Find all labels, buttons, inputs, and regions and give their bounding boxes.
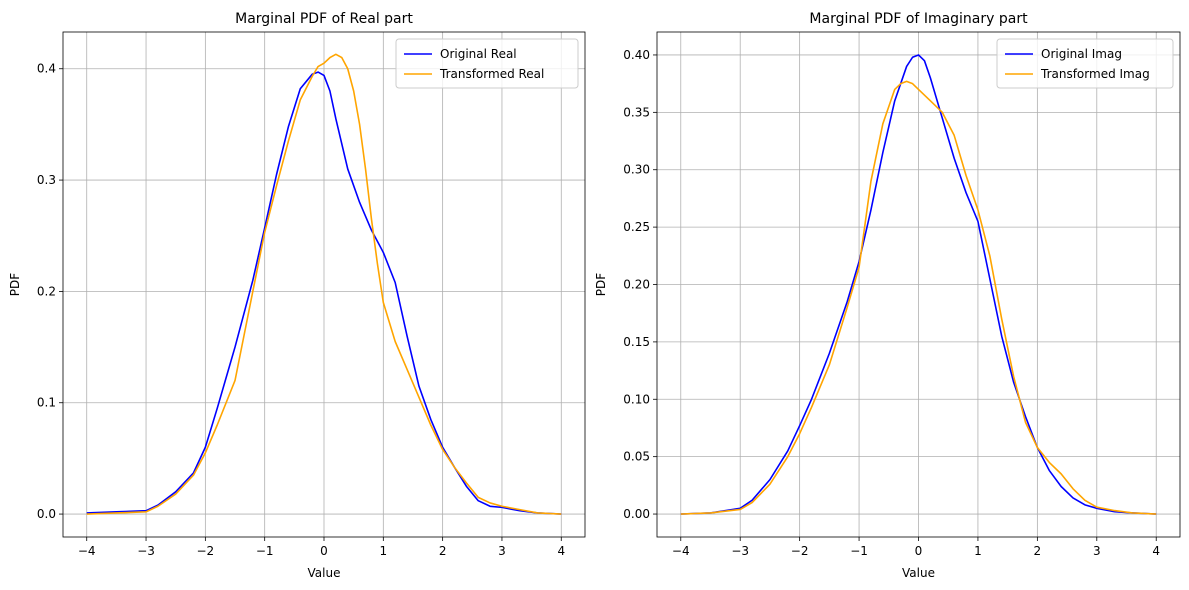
x-tick-label: −1	[850, 544, 868, 558]
y-tick-label: 0.2	[37, 284, 56, 298]
y-tick-label: 0.4	[37, 62, 56, 76]
y-tick-label: 0.10	[623, 392, 650, 406]
x-tick-label: −3	[137, 544, 155, 558]
y-tick-label: 0.35	[623, 105, 650, 119]
x-tick-label: 3	[1093, 544, 1101, 558]
y-tick-label: 0.40	[623, 48, 650, 62]
x-tick-label: 0	[915, 544, 923, 558]
chart-title: Marginal PDF of Real part	[235, 11, 413, 27]
x-tick-label: −2	[197, 544, 215, 558]
y-axis-label: PDF	[8, 273, 22, 296]
chart-title: Marginal PDF of Imaginary part	[809, 11, 1028, 27]
y-tick-label: 0.1	[37, 396, 56, 410]
legend-label-2: Transformed Imag	[1040, 67, 1150, 81]
x-tick-label: −2	[791, 544, 809, 558]
series-line-1	[680, 54, 1157, 515]
y-tick-label: 0.20	[623, 278, 650, 292]
y-tick-label: 0.00	[623, 507, 650, 521]
y-tick-label: 0.15	[623, 335, 650, 349]
x-tick-label: 2	[1034, 544, 1042, 558]
x-tick-label: 1	[379, 544, 387, 558]
x-tick-label: −1	[256, 544, 274, 558]
y-tick-label: 0.25	[623, 220, 650, 234]
legend-box	[395, 38, 579, 89]
series-line-2	[86, 53, 562, 515]
y-tick-label: 0.3	[37, 173, 56, 187]
legend: Original Real Transformed Real	[395, 38, 579, 89]
x-axis-label: Value	[902, 566, 935, 580]
x-axis-label: Value	[308, 566, 341, 580]
legend: Original Imag Transformed Imag	[996, 38, 1174, 89]
y-tick-label: 0.05	[623, 450, 650, 464]
series-line-2	[680, 80, 1157, 515]
x-tick-label: 4	[1152, 544, 1160, 558]
x-tick-label: −4	[672, 544, 690, 558]
x-tick-label: 2	[439, 544, 447, 558]
x-tick-label: 1	[974, 544, 982, 558]
series-line-1	[86, 71, 562, 515]
y-tick-label: 0.30	[623, 163, 650, 177]
x-tick-label: 4	[557, 544, 565, 558]
legend-label-1: Original Imag	[1041, 47, 1122, 61]
x-tick-label: 3	[498, 544, 506, 558]
chart-2: −4 −3 −2 −1 0 1 2 3 4 0.00 0.05 0.10 0.15 0.20 0.25 0.3…	[594, 11, 1181, 580]
legend-label-2: Transformed Real	[439, 67, 544, 81]
x-tick-label: 0	[320, 544, 328, 558]
legend-box	[996, 38, 1174, 89]
x-tick-label: −3	[731, 544, 749, 558]
chart-1: −4 −3 −2 −1 0 1 2 3 4 0.0 0.1 0.2 0.3 0.4 Marginal PDF…	[8, 11, 586, 580]
x-tick-label: −4	[78, 544, 96, 558]
y-axis-label: PDF	[594, 273, 608, 296]
legend-label-1: Original Real	[440, 47, 517, 61]
y-tick-label: 0.0	[37, 507, 56, 521]
